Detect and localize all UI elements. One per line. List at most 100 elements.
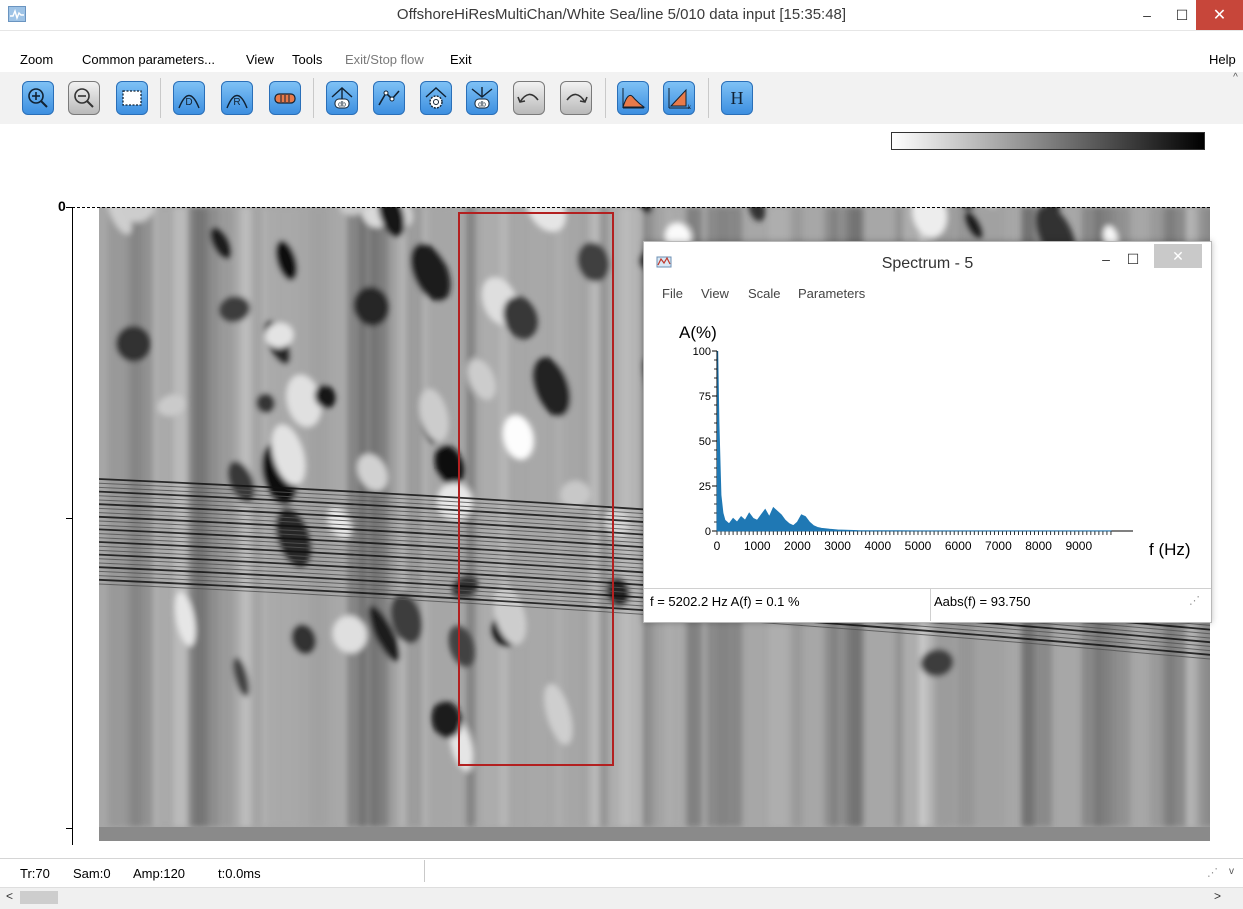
status-message-panel (424, 860, 1225, 882)
spectrum-x-tick-label: 8000 (1025, 539, 1052, 553)
toolbar-separator (708, 78, 709, 118)
status-amplitude: Amp:120 (133, 866, 186, 881)
time-zero-line (72, 207, 1210, 208)
db-down-label: db (478, 102, 486, 109)
time-axis-tick (66, 828, 73, 829)
spectrum-x-tick-label: 4000 (864, 539, 891, 553)
menu-exit[interactable]: Exit (450, 52, 472, 67)
resize-grip-icon[interactable]: ⋰ (1207, 867, 1218, 879)
spectrum-x-axis-label: f (Hz) (1149, 540, 1191, 559)
db-up-label: db (338, 102, 346, 109)
header-h-icon: H (730, 87, 744, 108)
spectrum-resize-grip-icon[interactable]: ⋰ (1189, 595, 1200, 607)
spectrum-maximize-button[interactable]: ☐ (1126, 250, 1140, 267)
gain-bar-icon (274, 93, 296, 104)
db-up-icon: db (331, 87, 353, 109)
polyline-button[interactable] (373, 81, 405, 115)
status-sample: Sam:0 (73, 866, 111, 881)
zoom-in-icon (28, 88, 48, 108)
redo-button[interactable] (560, 81, 592, 115)
scroll-left-arrow-icon[interactable]: < (6, 889, 14, 903)
zoom-out-icon (74, 88, 94, 108)
fk-filter-icon: k (668, 88, 692, 111)
spectrum-plot[interactable]: A(%) f (Hz) 0 25 50 75 100 0 1000 2000 3000 4000 5… (653, 305, 1201, 585)
undo-button[interactable] (513, 81, 545, 115)
spectrum-menu-file[interactable]: File (662, 286, 683, 301)
spectrum-x-tick-label: 1000 (744, 539, 771, 553)
spectrum-app-icon (656, 256, 672, 268)
close-button[interactable]: ✕ (1196, 0, 1243, 30)
time-axis-zero-label: 0 (58, 198, 66, 214)
spectrum-window[interactable]: Spectrum - 5 – ☐ ✕ File View Scale Param… (643, 241, 1212, 623)
spectrum-button[interactable] (617, 81, 649, 115)
spectrum-menu-view[interactable]: View (701, 286, 729, 301)
scroll-down-arrow-icon[interactable]: v (1229, 866, 1234, 877)
settings-gear-button[interactable] (420, 81, 452, 115)
toolbar-separator (160, 78, 161, 118)
window-title: OffshoreHiResMultiChan/White Sea/line 5/… (396, 6, 847, 23)
time-axis-tick (66, 518, 73, 519)
undo-icon (517, 93, 539, 103)
fk-filter-button[interactable]: k (663, 81, 695, 115)
status-time: t:0.0ms (218, 866, 261, 881)
menu-tools[interactable]: Tools (292, 52, 323, 67)
menu-common-parameters[interactable]: Common parameters... (82, 52, 215, 67)
spectrum-close-button[interactable]: ✕ (1154, 244, 1202, 268)
spectrum-x-tick-label: 2000 (784, 539, 811, 553)
selection-rectangle[interactable] (458, 212, 614, 766)
spectrum-status-cursor: f = 5202.2 Hz A(f) = 0.1 % (650, 594, 800, 609)
zoom-out-button[interactable] (68, 81, 100, 115)
fk-filter-label: k (688, 105, 692, 111)
horizontal-scrollbar[interactable] (0, 887, 1243, 909)
minimize-button[interactable]: – (1143, 7, 1151, 23)
db-down-icon: db (471, 87, 493, 109)
spectrum-title-bar: Spectrum - 5 – ☐ ✕ (644, 242, 1211, 280)
db-down-button[interactable]: db (466, 81, 498, 115)
curve-d-button[interactable]: D (173, 81, 205, 115)
redo-icon (566, 93, 588, 103)
curve-r-icon: R (226, 94, 248, 109)
spectrum-menu-scale[interactable]: Scale (748, 286, 781, 301)
db-up-button[interactable]: db (326, 81, 358, 115)
spectrum-minimize-button[interactable]: – (1102, 251, 1110, 267)
curve-d-label: D (185, 97, 192, 108)
spectrum-x-tick-label: 3000 (824, 539, 851, 553)
status-separator (0, 858, 1243, 859)
section-bottom-band (99, 827, 1210, 841)
scroll-right-arrow-icon[interactable]: > (1214, 889, 1222, 903)
spectrum-menu-parameters[interactable]: Parameters (798, 286, 866, 301)
zoom-in-button[interactable] (22, 81, 54, 115)
spectrum-y-tick-label: 100 (693, 346, 711, 358)
spectrum-status-separator (644, 588, 1211, 589)
polyline-icon (378, 90, 400, 106)
spectrum-title: Spectrum - 5 (881, 255, 974, 272)
spectrum-y-tick-label: 25 (699, 481, 711, 493)
curve-r-label: R (233, 97, 240, 108)
time-axis (72, 207, 73, 845)
header-h-button[interactable]: H (721, 81, 753, 115)
maximize-button[interactable]: ☐ (1175, 6, 1189, 23)
spectrum-x-tick-label: 7000 (985, 539, 1012, 553)
menu-zoom[interactable]: Zoom (20, 52, 54, 67)
spectrum-y-axis-label: A(%) (679, 323, 717, 342)
waveform-app-icon (8, 6, 26, 22)
spectrum-x-tick-label: 9000 (1065, 539, 1092, 553)
scroll-up-arrow-icon[interactable]: ^ (1233, 72, 1238, 83)
horizontal-scroll-thumb[interactable] (20, 891, 58, 904)
spectrum-x-tick-label: 6000 (945, 539, 972, 553)
menu-exit-stop-flow[interactable]: Exit/Stop flow (345, 52, 424, 67)
spectrum-status-aabs: Aabs(f) = 93.750 (934, 594, 1031, 609)
spectrum-y-tick-label: 75 (699, 391, 711, 403)
spectrum-x-tick-label: 0 (714, 539, 721, 553)
spectrum-y-tick-label: 0 (705, 526, 711, 538)
menu-view[interactable]: View (246, 52, 274, 67)
fit-window-button[interactable] (116, 81, 148, 115)
menu-help[interactable]: Help (1209, 52, 1236, 67)
gain-bar-button[interactable] (269, 81, 301, 115)
spectrum-area-series (716, 350, 1112, 532)
spectrum-status-divider (930, 589, 931, 621)
curve-d-icon: D (178, 94, 200, 109)
curve-r-button[interactable]: R (221, 81, 253, 115)
toolbar-separator (605, 78, 606, 118)
time-axis-tick (66, 207, 73, 208)
